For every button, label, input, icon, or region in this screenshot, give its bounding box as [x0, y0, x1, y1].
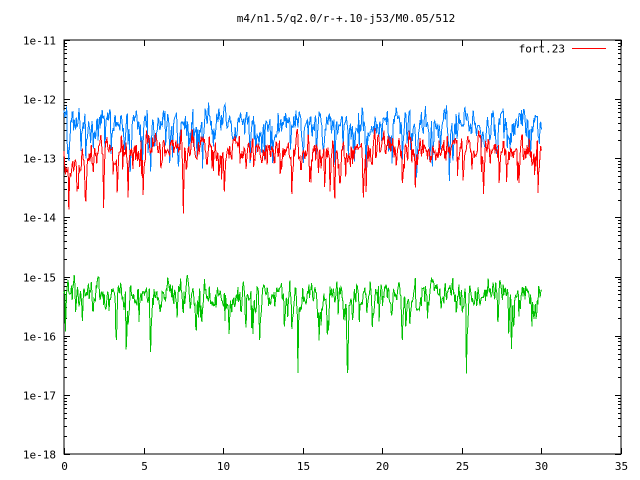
y-tick-label: 1e-13 [23, 153, 56, 166]
legend-label: fort.23 [519, 43, 565, 56]
y-tick-label: 1e-17 [23, 390, 56, 403]
x-tick-label: 25 [456, 460, 469, 473]
chart-title: m4/n1.5/q2.0/r-+.10-j53/M0.05/512 [237, 12, 456, 25]
plot-border [63, 39, 622, 455]
x-tick-label: 35 [615, 460, 628, 473]
plot-frame [63, 39, 622, 455]
x-tick-label: 0 [61, 460, 68, 473]
x-tick-label: 15 [297, 460, 310, 473]
series-line-unnamed-1 [63, 102, 542, 182]
series-line-fort-23 [63, 128, 542, 214]
y-tick-label: 1e-14 [23, 212, 56, 225]
y-tick-label: 1e-15 [23, 272, 56, 285]
y-tick-label: 1e-16 [23, 331, 56, 344]
x-axis: 0 5 10 15 20 25 30 35 [61, 40, 628, 473]
x-tick-label: 20 [376, 460, 389, 473]
y-tick-label: 1e-18 [23, 449, 56, 462]
series-layer [63, 102, 542, 374]
y-tick-label: 1e-12 [23, 94, 56, 107]
y-tick-label: 1e-11 [23, 35, 56, 48]
x-tick-label: 30 [535, 460, 548, 473]
legend: fort.23 [519, 43, 606, 56]
series-line-unnamed-2 [63, 274, 542, 374]
y-axis: 1e-18 1e-17 1e-16 1e-15 1e-14 1e-13 1e-12 1e-11 [23, 35, 621, 462]
x-tick-label: 10 [217, 460, 230, 473]
x-tick-label: 5 [141, 460, 148, 473]
